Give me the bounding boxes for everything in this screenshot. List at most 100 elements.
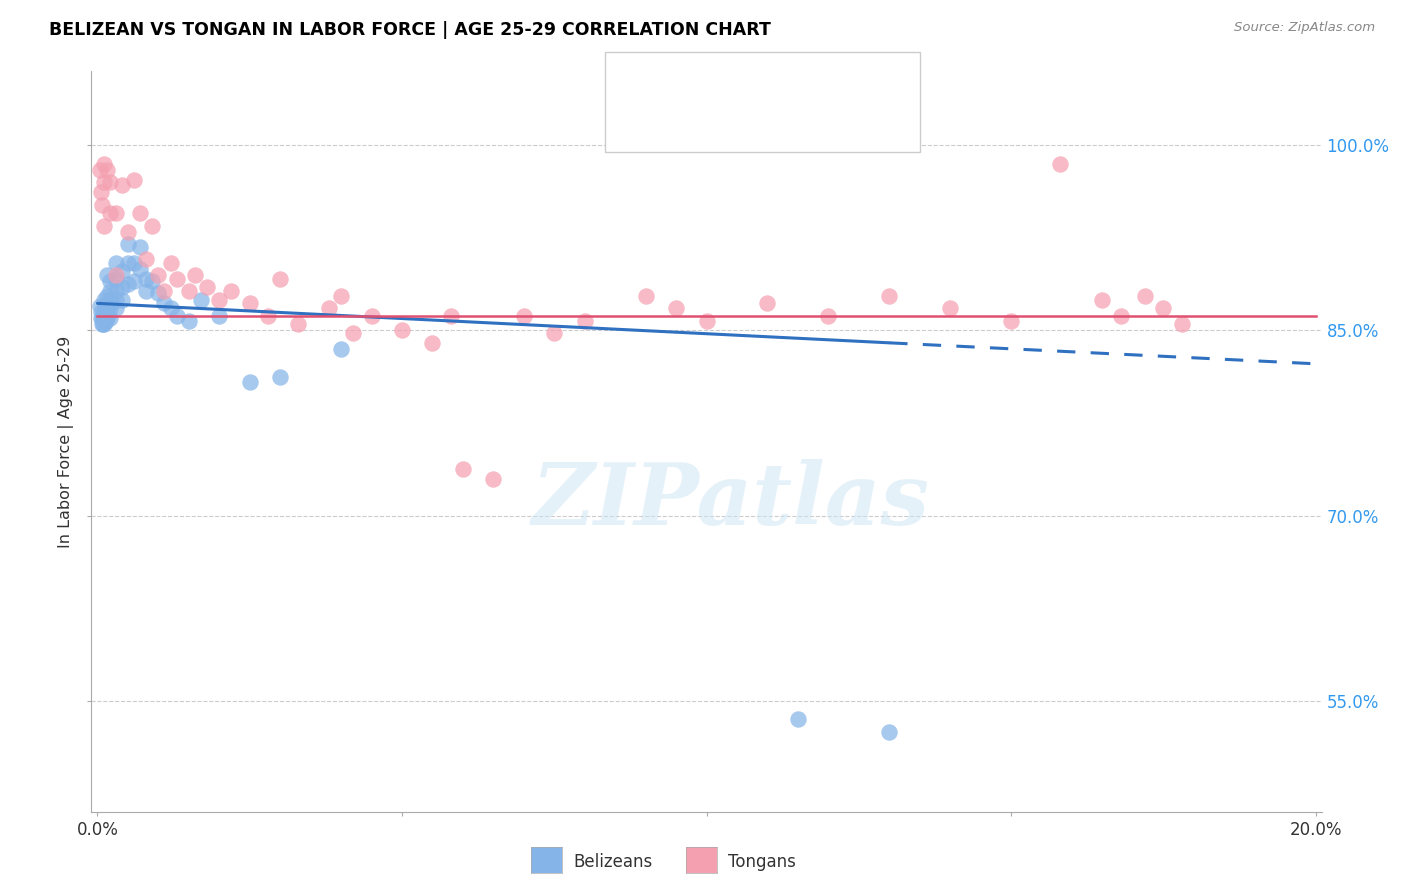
Point — [208, 309, 231, 323]
Point — [98, 274, 121, 288]
Point — [104, 206, 127, 220]
Text: BELIZEAN VS TONGAN IN LABOR FORCE | AGE 25-29 CORRELATION CHART: BELIZEAN VS TONGAN IN LABOR FORCE | AGE … — [49, 21, 770, 39]
Point — [96, 301, 118, 316]
Point — [117, 255, 139, 269]
Point — [208, 293, 231, 307]
Point — [97, 299, 120, 313]
Point — [148, 286, 170, 301]
Y-axis label: In Labor Force | Age 25-29: In Labor Force | Age 25-29 — [58, 335, 75, 548]
Point — [360, 309, 382, 323]
Point — [543, 326, 565, 340]
Point — [135, 284, 157, 298]
Point — [94, 299, 117, 313]
Point — [1091, 293, 1114, 307]
Text: 56: 56 — [838, 112, 863, 130]
Point — [90, 311, 112, 326]
Point — [239, 296, 262, 310]
Point — [166, 309, 188, 323]
Point — [104, 301, 127, 316]
Point — [1049, 157, 1071, 171]
Text: N =: N = — [799, 112, 838, 130]
Point — [159, 301, 181, 316]
Text: -0.077: -0.077 — [716, 70, 773, 87]
Point — [93, 305, 115, 319]
Text: R =: R = — [669, 70, 707, 87]
Point — [195, 280, 218, 294]
Point — [96, 163, 118, 178]
Point — [817, 309, 839, 323]
Point — [141, 274, 163, 288]
Point — [342, 326, 364, 340]
Point — [117, 225, 139, 239]
Point — [634, 289, 657, 303]
Point — [513, 309, 536, 323]
Point — [330, 342, 353, 356]
Text: 52: 52 — [838, 70, 863, 87]
Point — [98, 311, 121, 326]
Point — [440, 309, 463, 323]
Point — [89, 299, 111, 313]
Point — [190, 293, 212, 307]
Point — [184, 268, 207, 282]
Point — [104, 284, 127, 298]
Point — [148, 268, 170, 282]
Point — [135, 252, 157, 266]
Point — [877, 289, 900, 303]
Point — [89, 305, 111, 319]
Point — [129, 206, 152, 220]
Point — [665, 301, 688, 316]
Point — [177, 313, 200, 327]
Point — [482, 472, 505, 486]
Point — [177, 284, 200, 298]
Point — [786, 712, 808, 726]
Point — [104, 255, 127, 269]
Point — [98, 176, 121, 190]
Point — [166, 271, 188, 285]
Point — [239, 376, 262, 390]
Point — [422, 335, 444, 350]
Point — [104, 293, 127, 307]
Point — [877, 724, 900, 739]
Point — [1133, 289, 1156, 303]
Point — [94, 309, 117, 323]
Point — [98, 284, 121, 298]
Text: Belizeans: Belizeans — [574, 853, 652, 871]
Point — [269, 370, 291, 384]
Point — [287, 318, 309, 332]
Point — [93, 219, 115, 233]
Point — [93, 176, 115, 190]
Point — [221, 284, 243, 298]
Point — [98, 293, 121, 307]
Point — [1109, 309, 1132, 323]
Point — [117, 237, 139, 252]
Point — [122, 255, 145, 269]
Point — [90, 186, 112, 200]
Point — [1000, 313, 1022, 327]
Point — [1170, 318, 1192, 332]
Point — [98, 301, 121, 316]
Point — [91, 197, 114, 211]
Point — [96, 289, 118, 303]
Point — [574, 313, 596, 327]
Point — [94, 313, 117, 327]
Point — [391, 324, 413, 338]
Text: N =: N = — [799, 70, 838, 87]
Point — [129, 261, 152, 276]
Point — [451, 461, 474, 475]
Point — [159, 255, 181, 269]
Point — [91, 318, 114, 332]
Point — [122, 173, 145, 187]
Text: R =: R = — [669, 112, 707, 130]
Point — [97, 309, 120, 323]
Text: Source: ZipAtlas.com: Source: ZipAtlas.com — [1234, 21, 1375, 35]
Point — [93, 318, 115, 332]
Point — [257, 309, 280, 323]
Point — [111, 178, 134, 192]
Point — [117, 277, 139, 291]
Point — [90, 311, 112, 326]
Point — [269, 271, 291, 285]
Text: ZIPatlas: ZIPatlas — [531, 459, 931, 542]
Point — [1152, 301, 1174, 316]
Point — [93, 157, 115, 171]
Point — [104, 271, 127, 285]
